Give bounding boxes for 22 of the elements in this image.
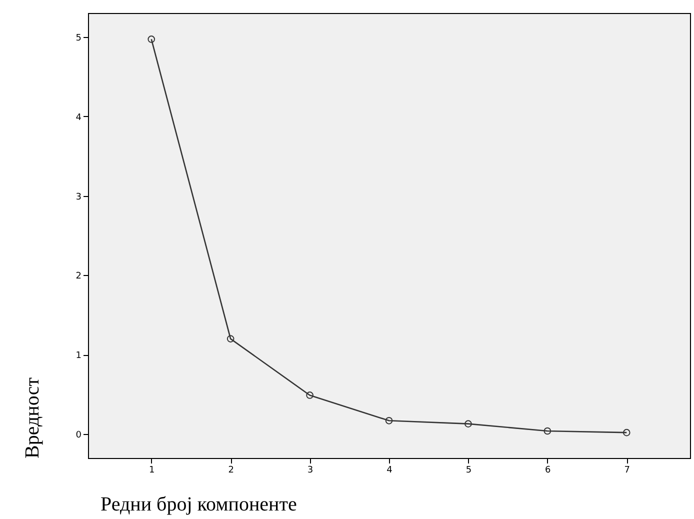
y-tick-label: 3 (76, 192, 82, 202)
point (622, 428, 630, 436)
x-tick-label: 3 (307, 466, 314, 476)
x-axis-title: Редни број компоненте (100, 494, 297, 516)
x-tick-label: 4 (386, 466, 393, 476)
y-tick-label: 1 (76, 351, 82, 362)
y-tick-label: 5 (76, 33, 82, 44)
y-tick-label: 0 (76, 430, 82, 441)
point (306, 392, 314, 399)
x-tick-label: 1 (149, 466, 155, 476)
point (226, 335, 234, 342)
point (148, 36, 156, 43)
x-tick-label: 2 (228, 466, 234, 476)
point (385, 416, 393, 424)
x-tick-label: 6 (545, 466, 552, 476)
point (464, 420, 472, 428)
y-axis-title: Вредност (22, 377, 44, 458)
x-tick-label: 7 (624, 466, 630, 476)
x-tick-label: 5 (466, 466, 472, 476)
y-tick-label: 2 (76, 272, 82, 282)
point (544, 427, 552, 435)
y-tick-label: 4 (76, 112, 82, 123)
